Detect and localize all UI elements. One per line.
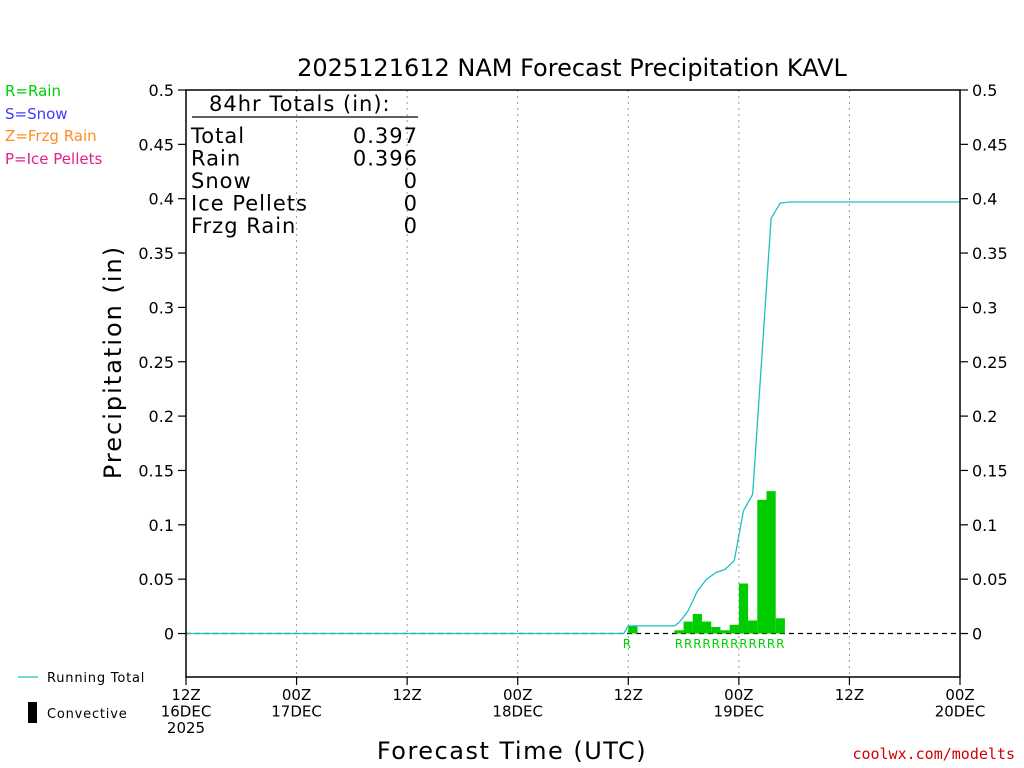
ytick-label-left: 0.4 xyxy=(149,190,174,209)
ptype-marker-1: R xyxy=(675,637,683,651)
ytick-label-right: 0.15 xyxy=(972,461,1008,480)
ptype-key-item: Z=Frzg Rain xyxy=(5,127,97,145)
totals-row-label: Frzg Rain xyxy=(191,214,296,238)
ptype-marker-4: R xyxy=(702,637,710,651)
ptype-marker-9: R xyxy=(749,637,757,651)
ptype-marker-12: R xyxy=(776,637,784,651)
totals-row-value: 0 xyxy=(404,214,418,238)
xtick-label: 00Z xyxy=(503,686,532,704)
xtick-label: 20DEC xyxy=(935,703,986,721)
totals-row-label: Ice Pellets xyxy=(191,192,308,216)
ytick-label-right: 0.05 xyxy=(972,570,1008,589)
ptype-marker-3: R xyxy=(693,637,701,651)
precip-bar-3 xyxy=(692,613,702,634)
precip-bar-1 xyxy=(674,630,684,634)
ytick-label-right: 0.2 xyxy=(972,407,997,426)
xtick-label: 00Z xyxy=(724,686,753,704)
precip-bar-8 xyxy=(738,583,749,634)
totals-row-label: Rain xyxy=(191,147,241,171)
xtick-label: 12Z xyxy=(171,686,200,704)
ytick-label-right: 0.35 xyxy=(972,244,1008,263)
ptype-key-item: S=Snow xyxy=(5,104,68,123)
ytick-label-left: 0.15 xyxy=(138,461,174,480)
ytick-label-right: 0.45 xyxy=(972,135,1008,154)
ptype-marker-0: R xyxy=(623,637,631,651)
totals-row-value: 0 xyxy=(404,169,418,193)
ptype-marker-6: R xyxy=(721,637,729,651)
ptype-marker-10: R xyxy=(758,637,766,651)
totals-row-label: Total xyxy=(190,124,245,148)
ptype-marker-8: R xyxy=(739,637,747,651)
ytick-label-left: 0.35 xyxy=(138,244,174,263)
ptype-marker-5: R xyxy=(712,637,720,651)
ytick-label-right: 0.5 xyxy=(972,81,997,100)
precip-bar-4 xyxy=(702,621,712,634)
totals-row-label: Snow xyxy=(191,169,252,193)
ytick-label-left: 0.05 xyxy=(138,570,174,589)
precip-bar-6 xyxy=(720,630,730,634)
y-axis-title: Precipitation (in) xyxy=(99,245,127,479)
ytick-label-left: 0.2 xyxy=(149,407,174,426)
xtick-label: 2025 xyxy=(167,719,205,737)
ytick-label-right: 0 xyxy=(972,625,982,644)
ytick-label-left: 0.5 xyxy=(149,81,174,100)
xtick-label: 00Z xyxy=(945,686,974,704)
precip-bar-10 xyxy=(757,499,767,634)
y-axis: 0 00.05 0.050.1 0.10.15 0.150.2 0.20.25 0.250.… xyxy=(138,81,1007,644)
ytick-label-right: 0.3 xyxy=(972,298,997,317)
xtick-label: 16DEC xyxy=(161,703,212,721)
ytick-label-left: 0 xyxy=(164,625,174,644)
xtick-label: 12Z xyxy=(392,686,421,704)
totals-box: 84hr Totals (in): Total 0.397 Rain 0.396 Sno… xyxy=(190,92,418,238)
xtick-label: 19DEC xyxy=(714,703,765,721)
source-link[interactable]: coolwx.com/modelts xyxy=(852,745,1015,763)
precip-bar-2 xyxy=(683,621,693,634)
precip-bar-11 xyxy=(766,491,776,634)
precip-bar-5 xyxy=(711,626,721,634)
ytick-label-left: 0.45 xyxy=(138,135,174,154)
xtick-label: 17DEC xyxy=(271,703,322,721)
xtick-label: 12Z xyxy=(614,686,643,704)
chart-title: 2025121612 NAM Forecast Precipitation KA… xyxy=(297,54,847,82)
totals-row-value: 0 xyxy=(404,192,418,216)
ptype-key-item: P=Ice Pellets xyxy=(5,149,103,168)
plot-frame xyxy=(185,89,961,678)
ytick-label-left: 0.1 xyxy=(149,516,174,535)
totals-header: 84hr Totals (in): xyxy=(209,92,391,116)
bar-layer xyxy=(628,491,785,634)
ytick-label-right: 0.1 xyxy=(972,516,997,535)
xtick-label: 12Z xyxy=(835,686,864,704)
ptype-marker-11: R xyxy=(767,637,775,651)
ytick-label-left: 0.3 xyxy=(149,298,174,317)
ptype-marker-7: R xyxy=(730,637,738,651)
totals-row-value: 0.397 xyxy=(353,124,418,148)
precip-bar-9 xyxy=(748,620,758,634)
convective-legend-swatch xyxy=(28,702,37,723)
x-axis-title: Forecast Time (UTC) xyxy=(377,737,647,765)
ytick-label-right: 0.25 xyxy=(972,353,1008,372)
running-total-line xyxy=(186,201,960,635)
xtick-label: 18DEC xyxy=(492,703,543,721)
totals-rows: Total 0.397 Rain 0.396 Snow 0 Ice Pellets 0 Frzg… xyxy=(190,124,418,238)
ytick-label-left: 0.25 xyxy=(138,353,174,372)
convective-legend-label: Convective xyxy=(47,707,128,722)
precip-bar-7 xyxy=(729,624,739,634)
precip-bar-0 xyxy=(628,625,638,634)
precip-bar-12 xyxy=(775,618,785,634)
grid-layer xyxy=(296,90,850,677)
ptype-marker-2: R xyxy=(684,637,692,651)
xtick-label: 00Z xyxy=(282,686,311,704)
ytick-label-right: 0.4 xyxy=(972,190,997,209)
totals-row-value: 0.396 xyxy=(353,147,418,171)
running-total-legend-label: Running Total xyxy=(47,671,145,686)
ptype-key-item: R=Rain xyxy=(5,82,61,100)
